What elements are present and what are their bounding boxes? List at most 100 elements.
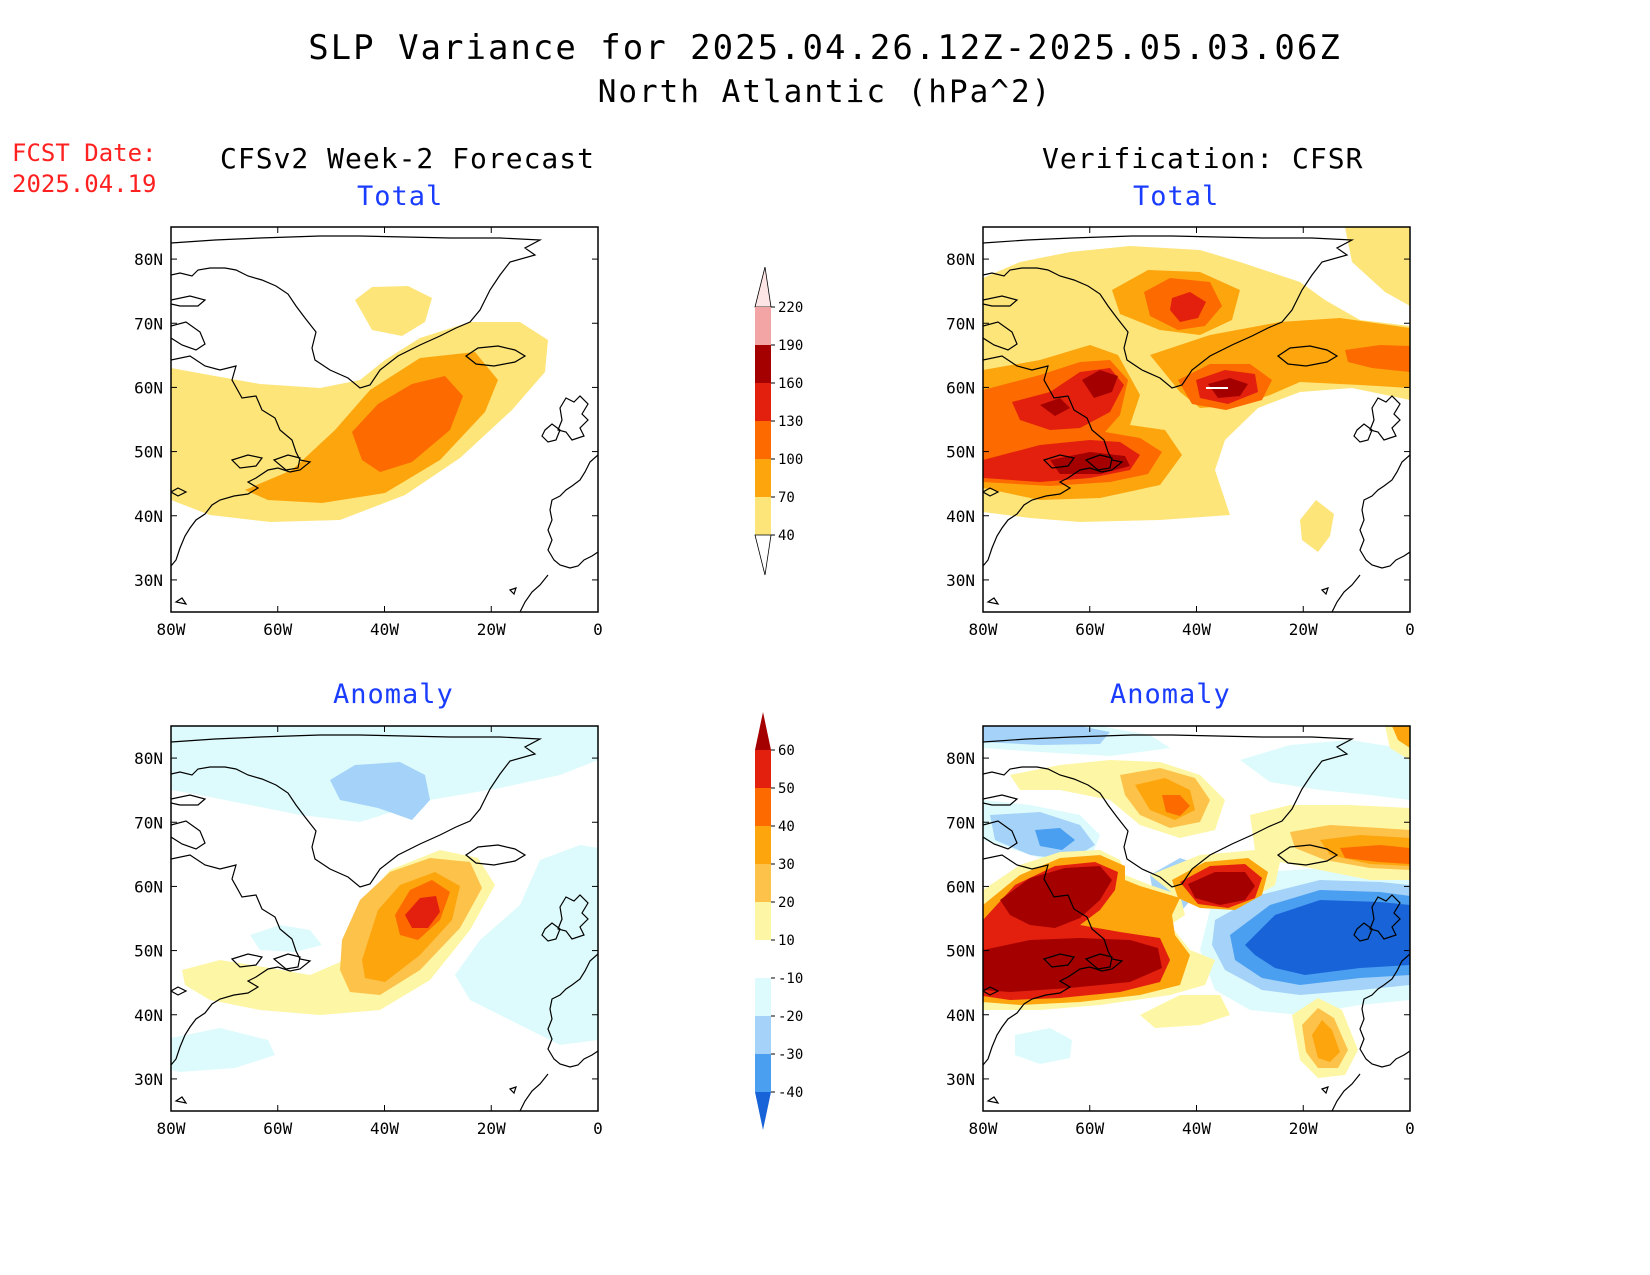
lat-tick-label: 40N [946,1006,975,1025]
lat-tick-label: 40N [946,507,975,526]
lon-tick-label: 40W [370,1119,399,1138]
colorbar-label: 20 [778,895,795,911]
map-panel-forecast-anomaly [171,726,598,1072]
colorbar-label: 40 [778,528,795,544]
colorbar-box [755,750,771,788]
lat-tick-label: 30N [946,1070,975,1089]
colorbar-anomaly: 60 50 40 30 20 10 -10 -20 -30 -40 [755,712,803,1130]
coastline-paths-forecast-total [171,235,598,612]
forecast-date-label: FCST Date: [12,139,157,167]
colorbar-box [755,459,771,497]
panel-subtitle-verification-total: Total [1133,181,1220,212]
colorbar-label: 30 [778,857,795,873]
colorbar-label: -10 [778,971,803,987]
colorbar-label: -30 [778,1047,803,1063]
forecast-date: FCST Date: 2025.04.19 [12,138,157,200]
colorbar-label: 220 [778,300,803,316]
panel-subtitle-forecast-anomaly: Anomaly [333,679,454,710]
lat-tick-label: 80N [134,250,163,269]
lon-tick-label: 0 [593,1119,603,1138]
colorbar-box [755,788,771,826]
lon-tick-label: 0 [1405,620,1415,639]
lat-tick-label: 80N [134,749,163,768]
contour-fill-forecast-total [171,286,548,522]
lat-tick-label: 50N [946,443,975,462]
map-panel-forecast-total [171,286,548,522]
colorbar-box [755,1054,771,1092]
colorbar-box [755,307,771,345]
coastline-verification-anomaly [983,734,1410,1111]
colorbar-box [755,421,771,459]
colorbar-box [755,826,771,864]
lon-tick-label: 60W [1075,1119,1104,1138]
lon-tick-label: 80W [969,1119,998,1138]
lon-tick-label: 80W [969,620,998,639]
colorbar-bottom-triangle [755,1092,771,1130]
lat-tick-label: 60N [134,378,163,397]
lon-tick-label: 40W [1182,620,1211,639]
lon-tick-label: 60W [263,620,292,639]
lon-tick-label: 40W [1182,1119,1211,1138]
colorbar-box [755,345,771,383]
lat-tick-label: 40N [134,507,163,526]
lon-tick-label: 20W [477,1119,506,1138]
chart-subtitle: North Atlantic (hPa^2) [597,74,1053,110]
lat-tick-label: 80N [946,250,975,269]
colorbar-box [755,1016,771,1054]
coastline-paths-verification-total [983,235,1410,612]
lat-tick-label: 70N [946,813,975,832]
map-panel-verification-anomaly [983,726,1410,1078]
lon-tick-label: 40W [370,620,399,639]
lat-tick-label: 60N [946,877,975,896]
lon-tick-label: 0 [593,620,603,639]
column-title-verification: Verification: CFSR [1042,142,1364,175]
contour-fill-verification-anomaly [983,726,1410,1078]
lat-tick-label: 40N [134,1006,163,1025]
lat-tick-label: 60N [946,378,975,397]
lon-tick-label: 20W [477,620,506,639]
colorbar-label: -40 [778,1085,803,1101]
colorbar-label: 50 [778,781,795,797]
axis-tick-labels: 80N 70N 60N 50N 40N 30N 80W 60W 40W 20W 0 80N 70N 60N… [134,250,1415,1138]
forecast-date-value: 2025.04.19 [12,170,157,198]
lat-tick-label: 30N [134,1070,163,1089]
colorbar-top-triangle [755,712,771,750]
colorbar-box [755,497,771,535]
colorbar-label: 160 [778,376,803,392]
contour-fill-verification-total [983,227,1410,552]
colorbar-total: 40 70 100 130 160 190 220 [754,266,803,576]
lon-tick-label: 0 [1405,1119,1415,1138]
colorbar-label: -20 [778,1009,803,1025]
chart-title: SLP Variance for 2025.04.26.12Z-2025.05.… [308,28,1342,68]
column-title-forecast: CFSv2 Week-2 Forecast [220,142,596,175]
colorbar-box [755,383,771,421]
lon-tick-label: 20W [1289,620,1318,639]
colorbar-box [755,940,771,978]
colorbar-box [755,978,771,1016]
lon-tick-label: 60W [263,1119,292,1138]
contour-fill-forecast-anomaly [171,726,598,1072]
coastline-verification-total [983,235,1410,612]
colorbar-label: 100 [778,452,803,468]
coastline-paths-forecast-anomaly [171,734,598,1111]
lon-tick-label: 60W [1075,620,1104,639]
lon-tick-label: 20W [1289,1119,1318,1138]
panel-subtitle-forecast-total: Total [357,181,444,212]
colorbar-bottom-triangle [754,534,772,576]
lat-tick-label: 70N [134,813,163,832]
colorbar-label: 190 [778,338,803,354]
lat-tick-label: 50N [134,443,163,462]
lat-tick-label: 70N [946,314,975,333]
lat-tick-label: 80N [946,749,975,768]
lat-tick-label: 30N [134,571,163,590]
lon-tick-label: 80W [157,620,186,639]
colorbar-box [755,902,771,940]
lat-tick-label: 60N [134,877,163,896]
colorbar-label: 60 [778,743,795,759]
lat-tick-label: 50N [946,942,975,961]
colorbar-label: 130 [778,414,803,430]
lat-tick-label: 50N [134,942,163,961]
coastline-forecast-total [171,235,598,612]
colorbar-top-triangle [754,266,772,308]
